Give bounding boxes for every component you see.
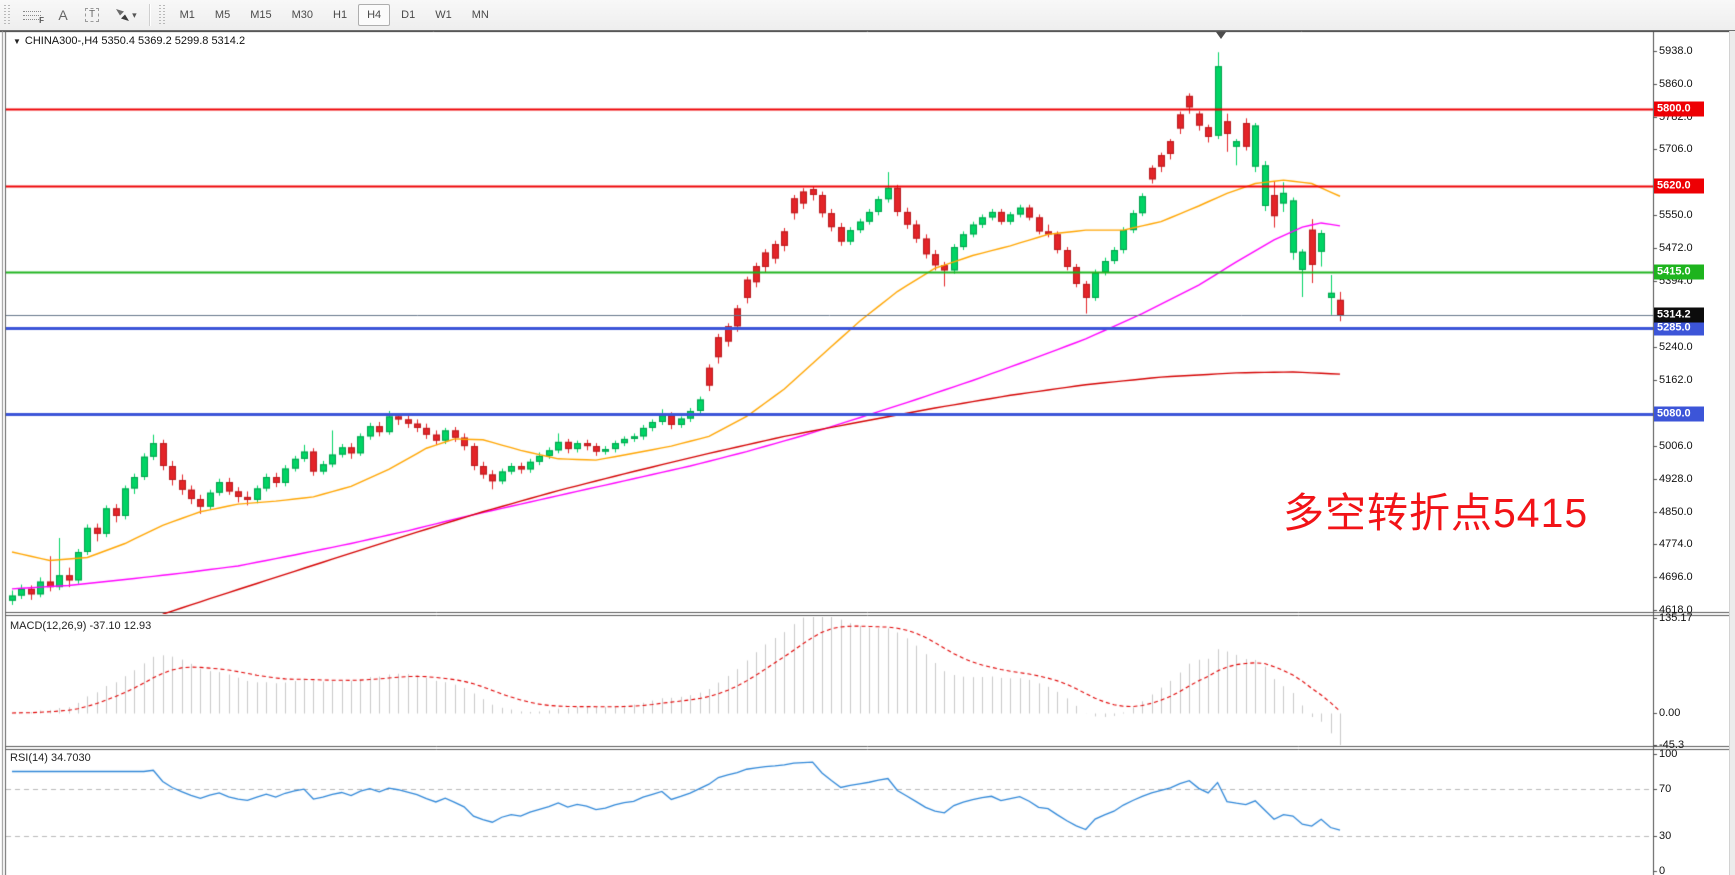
axis-tick-label: 5860.0 <box>1659 78 1693 91</box>
price-chart-canvas[interactable] <box>0 31 1735 875</box>
axis-tick-label: 30 <box>1659 829 1672 842</box>
window-right-edge <box>1729 31 1735 875</box>
arrows-tool-button[interactable]: ▾ <box>108 3 144 27</box>
axis-tick-label: 4696.0 <box>1659 570 1693 583</box>
toolbar: F A T ▾ M1 M5 M15 M30 H1 H4 D1 W1 MN <box>0 0 1735 31</box>
axis-tick-label: 100 <box>1659 748 1678 760</box>
level-badge-5620.0: 5620.0 <box>1654 178 1704 194</box>
axis-tick-label: 135.17 <box>1659 611 1693 624</box>
fibonacci-tool-button[interactable]: F <box>16 3 48 27</box>
chart-window: ▼ CHINA300-,H4 5350.4 5369.2 5299.8 5314.… <box>0 31 1735 875</box>
chart-title: ▼ CHINA300-,H4 5350.4 5369.2 5299.8 5314.… <box>13 35 245 47</box>
axis-tick-label: 5162.0 <box>1659 373 1693 386</box>
toolbar-separator <box>148 4 151 26</box>
toolbar-grip-2[interactable] <box>158 5 165 25</box>
axis-tick-label: 5472.0 <box>1659 242 1693 255</box>
text-tool-button[interactable]: T <box>78 3 106 27</box>
text-label-tool-button[interactable]: A <box>50 3 76 27</box>
axis-tick-label: 5240.0 <box>1659 340 1693 353</box>
annotation-text: 多空转折点5415 <box>1283 490 1589 536</box>
chart-title-dropdown-icon[interactable]: ▼ <box>13 37 21 46</box>
axis-tick-label: 5550.0 <box>1659 209 1693 222</box>
axis-tick-label: 4850.0 <box>1659 505 1693 518</box>
axis-tick-label: 5938.0 <box>1659 45 1693 57</box>
tf-button-H1[interactable]: H1 <box>324 4 356 26</box>
chart-shift-marker[interactable] <box>1216 32 1226 39</box>
tf-button-M30[interactable]: M30 <box>283 4 322 26</box>
axis-tick-label: 4928.0 <box>1659 472 1693 485</box>
macd-indicator-label: MACD(12,26,9) -37.10 12.93 <box>10 620 152 632</box>
fibonacci-icon-letter: F <box>39 16 44 25</box>
axis-tick-label: 5706.0 <box>1659 143 1693 156</box>
tf-button-M1[interactable]: M1 <box>171 4 204 26</box>
tf-button-MN[interactable]: MN <box>463 4 498 26</box>
tf-button-D1[interactable]: D1 <box>392 4 424 26</box>
tf-button-M15[interactable]: M15 <box>241 4 280 26</box>
level-badge-5415.0: 5415.0 <box>1654 264 1704 280</box>
level-badge-5314.2: 5314.2 <box>1654 307 1704 323</box>
text-label-icon: A <box>58 7 68 23</box>
level-badge-5080.0: 5080.0 <box>1654 406 1704 422</box>
axis-tick-label: 0 <box>1659 865 1666 875</box>
level-badge-5285.0: 5285.0 <box>1654 320 1704 336</box>
tf-button-M5[interactable]: M5 <box>206 4 239 26</box>
timeframe-group: M1 M5 M15 M30 H1 H4 D1 W1 MN <box>170 4 499 26</box>
axis-tick-label: 4774.0 <box>1659 537 1693 550</box>
fibonacci-icon: F <box>23 8 44 25</box>
toolbar-grip[interactable] <box>4 5 10 25</box>
axis-tick-label: 5006.0 <box>1659 439 1693 452</box>
level-badge-5800.0: 5800.0 <box>1654 101 1704 117</box>
tf-button-W1[interactable]: W1 <box>426 4 461 26</box>
axis-tick-label: 70 <box>1659 783 1672 796</box>
chart-title-text: CHINA300-,H4 5350.4 5369.2 5299.8 5314.2 <box>24 35 246 47</box>
chevron-down-icon: ▾ <box>132 9 137 20</box>
text-icon: T <box>85 8 100 22</box>
tf-button-H4[interactable]: H4 <box>358 4 391 26</box>
arrows-icon <box>116 9 130 21</box>
rsi-indicator-label: RSI(14) 34.7030 <box>10 752 91 764</box>
axis-tick-label: 4618.0 <box>1659 604 1693 616</box>
axis-tick-label: -45.3 <box>1659 738 1685 751</box>
axis-tick-label: 0.00 <box>1659 707 1681 719</box>
